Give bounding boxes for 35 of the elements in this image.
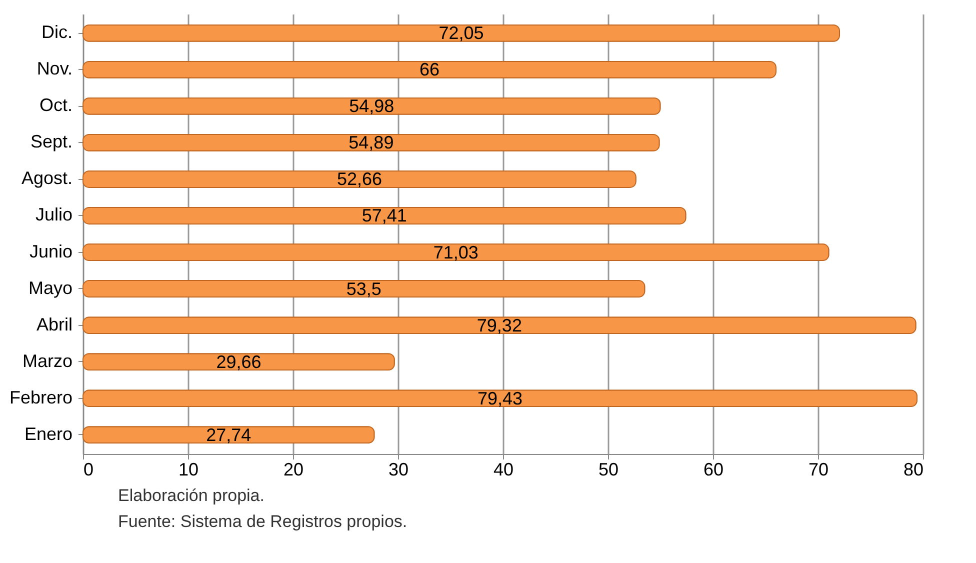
x-tick-label: 40 <box>493 460 514 480</box>
x-tick-label: 20 <box>283 460 304 480</box>
x-tick-label: 60 <box>703 460 724 480</box>
data-label: 71,03 <box>433 242 478 262</box>
source-note: Fuente: Sistema de Registros propios. <box>118 511 408 533</box>
data-label: 29,66 <box>216 352 262 372</box>
data-label: 54,98 <box>349 96 394 116</box>
y-tick-label: Agost. <box>21 168 72 188</box>
y-tick-label: Sept. <box>30 132 72 152</box>
text: Elaboración propia. <box>118 485 266 507</box>
x-tick-label: 70 <box>808 460 829 480</box>
y-tick-label: Abril <box>36 314 72 334</box>
y-tick-label: Febrero <box>9 387 72 408</box>
x-tick-label: 50 <box>598 460 619 480</box>
x-tick-label: 10 <box>178 460 199 480</box>
y-tick-label: Nov. <box>36 58 72 79</box>
y-tick-label: Julio <box>35 204 72 225</box>
y-tick-label: Dic. <box>42 22 72 42</box>
data-label: 27,74 <box>206 424 252 445</box>
data-label: 72,05 <box>438 23 484 44</box>
data-label: 52,66 <box>336 169 382 190</box>
x-tick-label: 0 <box>84 460 94 480</box>
data-label: 57,41 <box>362 206 407 226</box>
y-tick-label: Enero <box>24 424 72 444</box>
y-tick-label: Marzo <box>22 350 72 371</box>
x-tick-label: 80 <box>903 460 924 480</box>
y-tick-label: Junio <box>29 241 72 262</box>
data-label: 54,89 <box>348 132 394 153</box>
x-tick-label: 30 <box>388 460 409 480</box>
data-label: 66 <box>419 60 440 80</box>
data-label: 53,5 <box>346 278 382 299</box>
y-tick-label: Mayo <box>28 278 72 298</box>
y-tick-label: Oct. <box>39 95 72 116</box>
data-label: 79,43 <box>477 388 523 408</box>
data-label: 79,32 <box>476 315 522 336</box>
